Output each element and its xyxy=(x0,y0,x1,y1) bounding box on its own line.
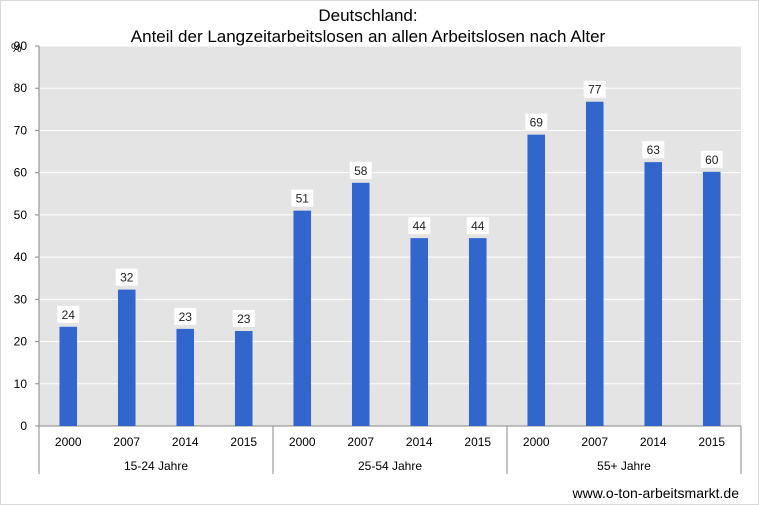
data-label-box xyxy=(408,217,431,235)
bar xyxy=(527,134,546,426)
data-label: 51 xyxy=(296,192,310,206)
plot-background xyxy=(39,46,741,426)
x-tick-label: 2014 xyxy=(172,435,199,449)
data-label: 32 xyxy=(120,271,134,285)
y-tick-label: 90 xyxy=(14,39,28,53)
x-tick-label: 2000 xyxy=(55,435,82,449)
x-tick-label: 2000 xyxy=(289,435,316,449)
plot-area: 0 10 20 30 40 50 60 70 80 90 24 2000 32 2007 23 2014 23 2… xyxy=(14,39,742,474)
bar xyxy=(59,326,78,426)
chart-title: Deutschland: xyxy=(318,6,417,25)
data-label-box xyxy=(115,268,138,286)
bar xyxy=(234,331,253,426)
bar xyxy=(702,171,721,426)
data-label-box xyxy=(466,217,489,235)
chart-subtitle: Anteil der Langzeitarbeitslosen an allen… xyxy=(131,27,606,46)
data-label: 58 xyxy=(354,164,368,178)
data-label: 23 xyxy=(237,312,251,326)
y-tick-label: 20 xyxy=(14,335,28,349)
data-label: 24 xyxy=(62,308,76,322)
x-tick-label: 2007 xyxy=(581,435,608,449)
bar xyxy=(644,162,663,426)
x-tick-label: 2000 xyxy=(523,435,550,449)
data-label-box xyxy=(700,150,723,168)
y-tick-label: 0 xyxy=(20,419,27,433)
y-axis-label: % xyxy=(11,41,22,55)
y-tick-label: 10 xyxy=(14,377,28,391)
group-label: 55+ Jahre xyxy=(597,459,651,473)
bar xyxy=(293,210,312,426)
y-tick-label: 50 xyxy=(14,208,28,222)
data-label: 44 xyxy=(471,219,485,233)
bar xyxy=(410,238,429,426)
y-tick-label: 30 xyxy=(14,292,28,306)
group-label: 25-54 Jahre xyxy=(358,459,422,473)
data-label-box xyxy=(349,161,372,179)
y-tick-label: 60 xyxy=(14,166,28,180)
data-label: 23 xyxy=(179,310,193,324)
source-footer: www.o-ton-arbeitsmarkt.de xyxy=(571,485,739,501)
x-tick-label: 2015 xyxy=(464,435,491,449)
data-label-box xyxy=(57,305,80,323)
data-label-box xyxy=(291,189,314,207)
data-label-box xyxy=(583,80,606,98)
x-tick-label: 2015 xyxy=(698,435,725,449)
y-tick-label: 40 xyxy=(14,250,28,264)
data-label-box xyxy=(232,310,255,327)
data-label: 44 xyxy=(413,219,427,233)
data-label-box xyxy=(642,141,665,159)
group-label: 15-24 Jahre xyxy=(124,459,188,473)
x-tick-label: 2014 xyxy=(640,435,667,449)
x-tick-label: 2015 xyxy=(230,435,257,449)
y-tick-label: 80 xyxy=(14,81,28,95)
y-tick-label: 70 xyxy=(14,123,28,137)
x-tick-label: 2014 xyxy=(406,435,433,449)
x-tick-label: 2007 xyxy=(113,435,140,449)
data-label-box xyxy=(525,113,548,131)
bar xyxy=(585,101,604,426)
bar xyxy=(468,238,487,426)
data-label: 69 xyxy=(530,116,544,130)
data-label: 77 xyxy=(588,83,602,97)
bar xyxy=(351,182,370,426)
data-label: 60 xyxy=(705,153,719,167)
bar xyxy=(117,289,136,426)
x-tick-label: 2007 xyxy=(347,435,374,449)
data-label: 63 xyxy=(647,143,661,157)
bar xyxy=(176,328,195,426)
data-label-box xyxy=(174,307,197,325)
